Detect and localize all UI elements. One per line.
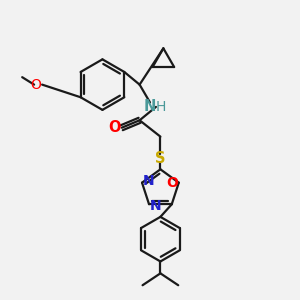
Text: O: O [108,120,120,135]
Text: O: O [30,78,41,92]
Text: N: N [143,174,154,188]
Text: N: N [144,99,156,114]
Text: S: S [155,152,166,166]
Text: H: H [156,100,166,114]
Text: N: N [150,199,161,213]
Text: O: O [166,176,178,190]
